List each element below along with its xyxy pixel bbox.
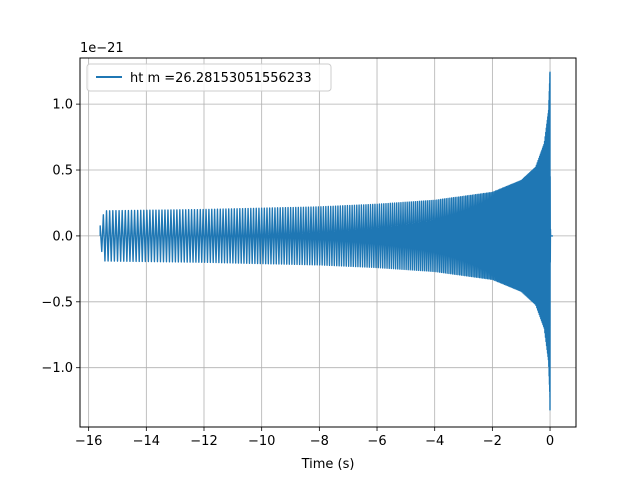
y-tick-label: −1.0	[41, 361, 73, 376]
legend-box	[86, 63, 332, 92]
y-tick-label: 1.0	[52, 98, 73, 113]
x-axis-label: Time (s)	[301, 457, 355, 472]
x-tick-label: −6	[367, 434, 386, 449]
y-axis-ticks: −1.0 −0.5 0.0 0.5 1.0	[41, 98, 80, 376]
x-tick-label: −14	[133, 434, 160, 449]
x-tick-label: −10	[248, 434, 275, 449]
x-tick-label: 0	[546, 434, 554, 449]
y-tick-label: −0.5	[41, 295, 73, 310]
x-tick-label: −16	[75, 434, 102, 449]
plot-data	[99, 71, 553, 411]
x-tick-label: −2	[483, 434, 502, 449]
legend-entry: ht m =26.28153051556233	[130, 71, 312, 86]
x-tick-label: −12	[190, 434, 217, 449]
y-tick-label: 0.0	[52, 229, 73, 244]
x-axis-ticks: −16 −14 −12 −10 −8 −6 −4 −2 0	[75, 427, 554, 449]
legend: ht m =26.28153051556233	[86, 63, 332, 92]
y-offset-label: 1e−21	[80, 41, 124, 56]
x-tick-label: −8	[310, 434, 329, 449]
y-tick-label: 0.5	[52, 164, 73, 179]
series-line	[99, 71, 553, 411]
plot-frame	[79, 57, 577, 428]
x-tick-label: −4	[425, 434, 444, 449]
